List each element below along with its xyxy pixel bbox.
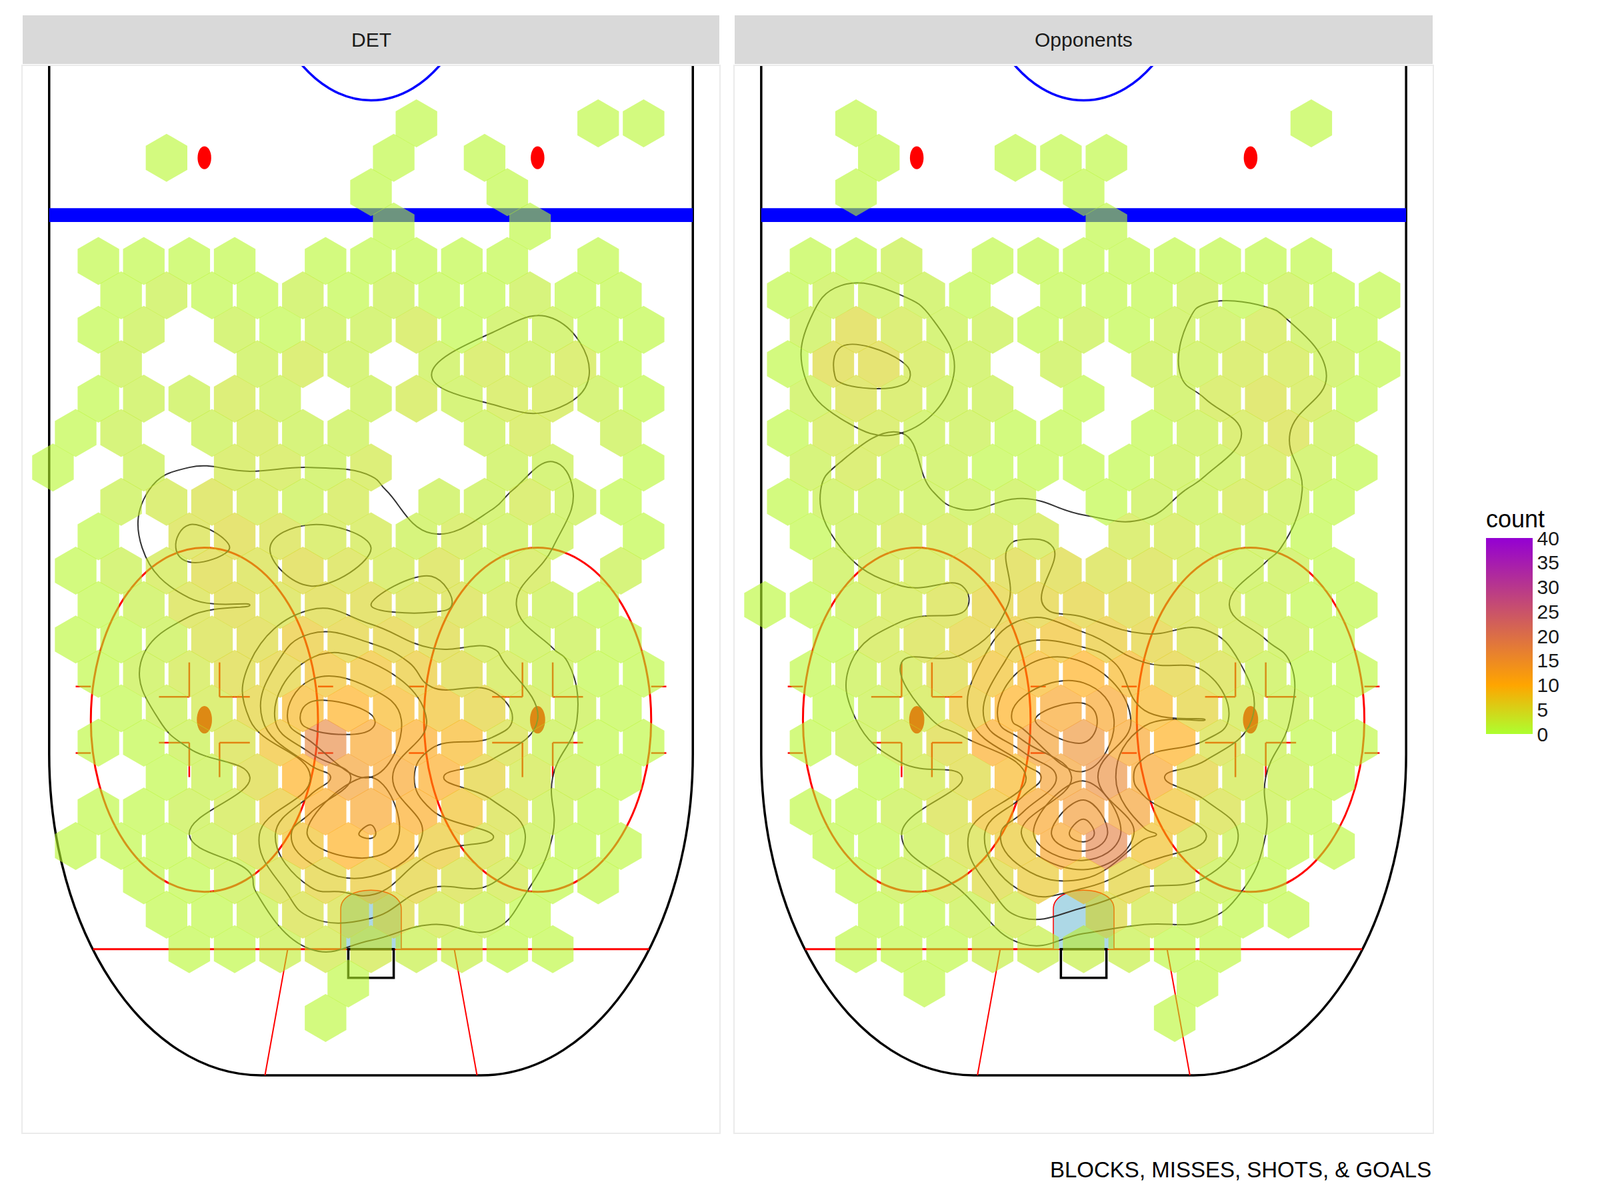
svg-text:25: 25 (1537, 600, 1560, 623)
svg-text:BLOCKS, MISSES, SHOTS, & GOALS: BLOCKS, MISSES, SHOTS, & GOALS (1050, 1157, 1432, 1182)
svg-text:30: 30 (1537, 576, 1560, 598)
svg-text:35: 35 (1537, 551, 1560, 574)
svg-text:0: 0 (1537, 723, 1549, 746)
svg-text:Opponents: Opponents (1034, 28, 1133, 51)
svg-text:count: count (1486, 505, 1545, 533)
svg-text:40: 40 (1537, 527, 1560, 550)
svg-text:15: 15 (1537, 649, 1560, 672)
svg-text:20: 20 (1537, 625, 1560, 648)
svg-text:10: 10 (1537, 674, 1560, 696)
svg-text:DET: DET (351, 28, 392, 51)
svg-text:5: 5 (1537, 698, 1549, 721)
